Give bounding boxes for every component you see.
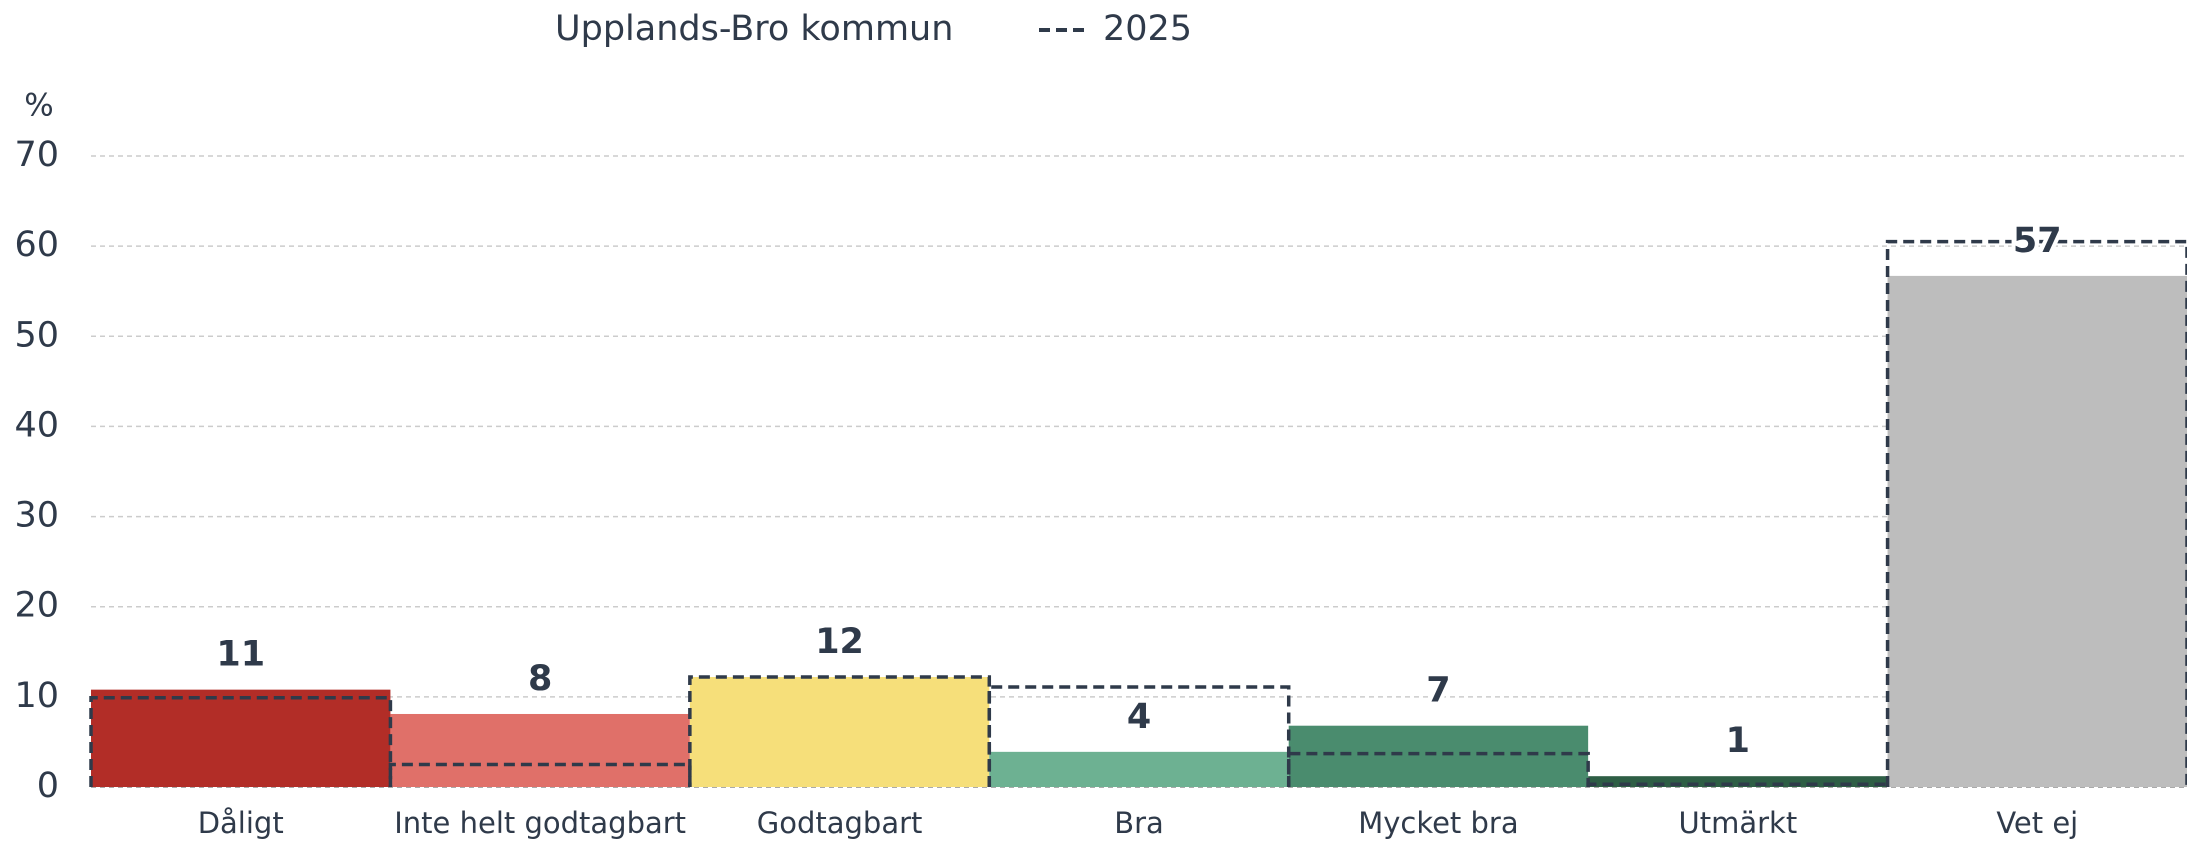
bar [1588, 776, 1888, 787]
x-tick-label: Mycket bra [1358, 806, 1518, 840]
value-label: 11 [216, 635, 265, 675]
y-tick-label: 20 [14, 586, 59, 626]
value-label: 4 [1127, 697, 1151, 737]
reference-line [1586, 782, 1890, 787]
y-axis-label: % [24, 88, 53, 124]
y-tick-label: 50 [14, 315, 59, 355]
reference-line [1885, 239, 2187, 787]
bar [390, 713, 690, 787]
legend-label: Upplands-Bro kommun [555, 9, 953, 49]
bar [689, 677, 990, 787]
y-tick-label: 60 [14, 225, 59, 265]
value-label: 1 [1726, 721, 1750, 761]
reference-line [987, 685, 1291, 787]
value-label: 8 [528, 659, 552, 699]
y-tick-label: 0 [37, 766, 59, 806]
y-tick-label: 70 [14, 135, 59, 175]
x-tick-label: Inte helt godtagbart [394, 806, 686, 840]
legend-label: 2025 [1103, 9, 1192, 49]
x-tick-label: Dåligt [198, 806, 284, 840]
reference-line [388, 762, 692, 787]
x-tick-label: Utmärkt [1678, 806, 1797, 840]
reference-line [1286, 751, 1590, 787]
bar [1887, 275, 2187, 787]
y-tick-label: 30 [14, 496, 59, 536]
value-label: 12 [815, 622, 864, 662]
x-tick-label: Bra [1114, 806, 1164, 840]
bar [91, 689, 391, 787]
value-label: 7 [1426, 671, 1450, 711]
value-label: 57 [2013, 221, 2062, 261]
bar [1288, 725, 1589, 787]
bar [989, 751, 1289, 787]
y-tick-label: 10 [14, 676, 59, 716]
x-tick-label: Vet ej [1996, 806, 2078, 840]
y-tick-label: 40 [14, 405, 59, 445]
reference-line [89, 696, 393, 787]
x-tick-label: Godtagbart [757, 806, 923, 840]
